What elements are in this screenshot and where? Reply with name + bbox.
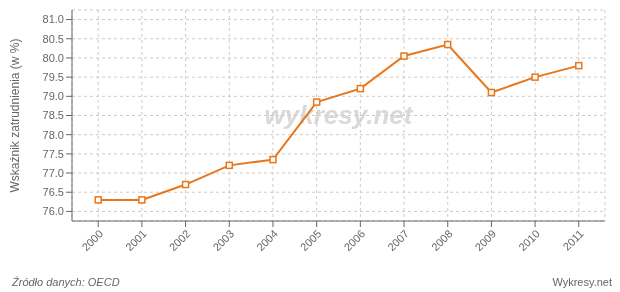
svg-text:77.5: 77.5 [43,148,64,160]
svg-text:2007: 2007 [385,227,411,253]
svg-text:2008: 2008 [429,227,455,253]
svg-text:78.5: 78.5 [43,109,64,121]
svg-text:2000: 2000 [79,227,105,253]
html-text:Wykresy.net: Wykresy.net [552,276,612,288]
svg-text:2011: 2011 [561,227,586,252]
svg-text:2003: 2003 [210,227,236,253]
svg-text:76.5: 76.5 [43,186,64,198]
svg-text:Wskaźnik zatrudnienia (w %): Wskaźnik zatrudnienia (w %) [8,38,22,192]
svg-text:2006: 2006 [341,227,367,253]
svg-text:79.5: 79.5 [43,71,64,83]
svg-text:2004: 2004 [254,227,280,253]
svg-text:2001: 2001 [123,227,149,253]
svg-text:80.5: 80.5 [43,33,64,45]
svg-text:77.0: 77.0 [43,167,64,179]
svg-text:79.0: 79.0 [43,90,64,102]
html-text:wykresy.net: wykresy.net [264,100,413,130]
svg-text:2009: 2009 [473,227,499,253]
svg-text:2010: 2010 [516,227,542,253]
html-text:Źródło danych: OECD: Źródło danych: OECD [12,276,120,288]
svg-text:78.0: 78.0 [43,129,64,141]
svg-text:76.0: 76.0 [43,205,64,217]
svg-text:80.0: 80.0 [43,52,64,64]
svg-text:2002: 2002 [167,227,193,253]
svg-text:2005: 2005 [298,227,324,253]
svg-text:81.0: 81.0 [43,13,64,25]
